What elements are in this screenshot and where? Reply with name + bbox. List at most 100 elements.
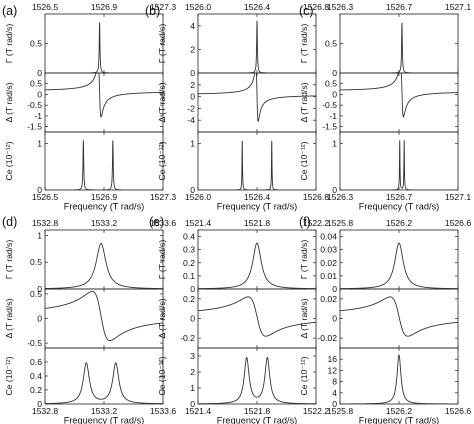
y-tick-label: 1 [37,139,42,149]
y-tick-label: 0 [190,284,195,294]
y-tick-label: -1 [329,111,337,121]
y-tick-label: 0 [332,68,337,78]
x-tick-label-top: 1527.3 [150,2,177,12]
y-tick-label: -4 [187,115,195,125]
plot-frame [44,13,164,74]
y-tick-label: 1 [190,383,195,393]
x-axis-label: Frequency (T rad/s) [217,416,298,424]
subplot-gamma: 0 0.5 Γ (T rad/s) [4,13,164,78]
panel-label: (a) [2,4,17,18]
subplot-ce: 0 0.2 0.4 0.6 Ce (10⁻¹²) [4,347,164,409]
y-tick-label: 0 [190,399,195,409]
y-tick-label: 0.02 [320,258,337,268]
y-axis-label: Γ (T rad/s) [157,24,167,64]
x-tick-label-top: 1533.2 [91,218,118,228]
y-tick-label: 0.6 [30,357,42,367]
x-axis-label: Frequency (T rad/s) [359,416,440,424]
x-tick-label-bottom: 1526.4 [244,192,271,202]
x-tick-label-top: 1526.4 [244,2,271,12]
x-tick-label-bottom: 1526.2 [386,406,413,416]
subplot-delta: -1.5-1-0.500.5 Δ (T rad/s) [299,72,459,133]
y-axis-label: Δ (T rad/s) [4,82,14,122]
panel-label: (e) [149,215,164,229]
y-tick-label: -0.5 [27,338,42,348]
subplot-delta: -1.5-1-0.500.5 Δ (T rad/s) [4,72,164,133]
x-tick-label-bottom: 1526.9 [91,192,118,202]
x-tick-label-top: 1526.9 [91,2,118,12]
x-tick-label-bottom: 1521.8 [244,406,271,416]
y-tick-label: 0.4 [183,232,195,242]
x-tick-label-top: 1526.0 [185,2,212,12]
panel-e: (e) 1521.4 1521.8 1522.2 1521.4 1521.8 1522.2 F… [149,215,329,424]
y-tick-label: 0.2 [183,294,195,304]
y-tick-label: 1 [190,139,195,149]
subplot-delta: -0.5 0 0.5 Δ (T rad/s) [4,288,164,349]
y-tick-label: 0 [332,185,337,195]
series-line [45,242,163,289]
y-tick-label: 0 [332,284,337,294]
y-tick-label: 0.5 [30,39,42,49]
x-tick-label-top: 1526.7 [386,2,413,12]
y-tick-label: 0.02 [320,294,337,304]
y-tick-label: -1.5 [27,122,42,132]
y-tick-label: 16 [327,354,337,364]
y-tick-label: 0.04 [320,232,337,242]
y-tick-label: 8 [332,377,337,387]
y-tick-label: 4 [332,388,337,398]
y-tick-label: 2 [190,44,195,54]
y-axis-label: Γ (T rad/s) [4,240,14,280]
y-tick-label: 0 [332,89,337,99]
series-line [340,242,458,289]
y-tick-label: 0 [332,314,337,324]
panel-label: (d) [2,215,17,229]
y-tick-label: 0 [332,399,337,409]
y-axis-label: Ce (10⁻¹²) [299,356,309,395]
y-axis-label: Γ (T rad/s) [157,240,167,280]
y-axis-label: Ce (10⁻¹²) [4,356,14,395]
plot-frame [44,288,164,349]
series-line [198,140,316,190]
y-tick-label: 1 [37,230,42,240]
plot-frame [339,72,459,133]
subplot-delta: -0.2 0 0.2 Δ (T rad/s) [157,288,317,349]
y-axis-label: Γ (T rad/s) [299,240,309,280]
plot-frame [44,229,164,290]
x-tick-label-bottom: 1526.8 [303,192,330,202]
y-tick-label: 0 [37,399,42,409]
y-tick-label: 0.01 [320,271,337,281]
y-tick-label: 0 [37,185,42,195]
panel-label: (b) [145,4,160,18]
y-tick-label: 0.3 [183,245,195,255]
y-tick-label: 0 [37,89,42,99]
x-tick-label-bottom: 1526.0 [185,192,212,202]
x-axis-label: Frequency (T rad/s) [359,202,440,212]
y-tick-label: -0.5 [27,100,42,110]
series-line [45,22,163,73]
y-tick-label: 0.5 [30,257,42,267]
series-line [340,140,458,190]
series-line [340,354,458,404]
y-tick-label: 3 [190,351,195,361]
y-tick-label: 0 [37,284,42,294]
x-axis-label: Frequency (T rad/s) [64,202,145,212]
x-axis-label: Frequency (T rad/s) [64,416,145,424]
series-line [340,296,458,337]
y-axis-label: Δ (T rad/s) [157,82,167,122]
plot-frame [339,229,459,290]
y-tick-label: 0.5 [325,39,337,49]
x-tick-label-bottom: 1526.3 [327,192,354,202]
y-tick-label: 0 [190,92,195,102]
subplot-ce: 0 1 Ce (10⁻¹²) [299,131,459,195]
y-axis-label: Ce (10⁻¹²) [157,356,167,395]
plot-frame [44,347,164,405]
x-tick-label-top: 1521.8 [244,218,271,228]
y-tick-label: 4 [190,21,195,31]
subplot-delta: -0.02 0 0.02 Δ (T rad/s) [299,288,459,349]
series-line [198,357,316,404]
y-tick-label: -2 [187,103,195,113]
y-axis-label: Ce (10⁻¹²) [4,141,14,180]
subplot-ce: 0 1 Ce (10⁻¹²) [4,131,164,195]
panel-label: (c) [299,4,314,18]
